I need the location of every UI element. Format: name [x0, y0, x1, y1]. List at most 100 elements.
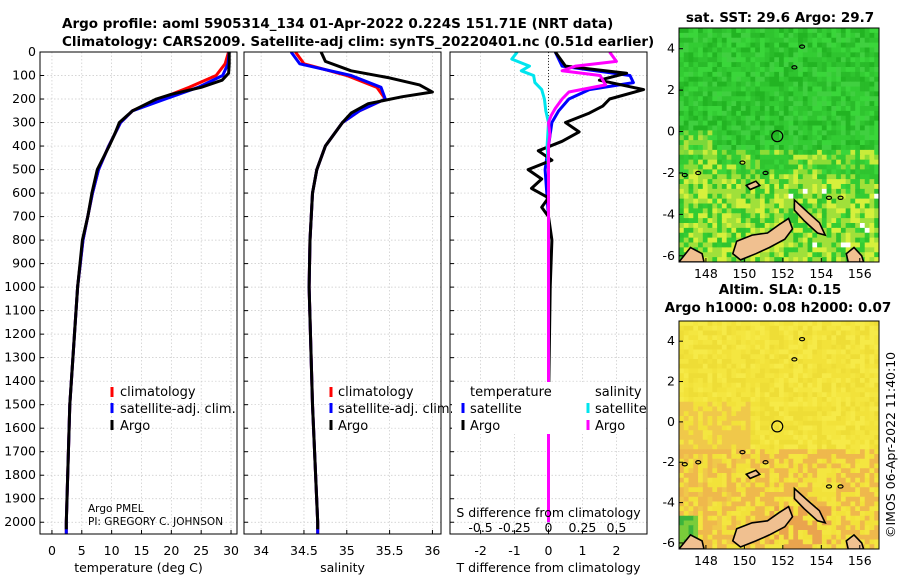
map-cell: [750, 218, 756, 224]
map-cell: [717, 430, 723, 436]
map-cell: [821, 425, 828, 431]
map-cell: [750, 223, 756, 229]
map-cell: [759, 330, 766, 336]
map-cell: [855, 57, 861, 63]
map-cell: [731, 106, 737, 112]
map-cell: [788, 198, 794, 205]
map-cell: [788, 349, 794, 355]
map-cell: [779, 416, 785, 422]
map-cell: [802, 387, 809, 393]
map-cell: [721, 482, 728, 488]
map-cell: [836, 458, 842, 465]
map-cell: [702, 37, 709, 44]
map-cell: [707, 32, 713, 39]
map-cell: [698, 439, 704, 446]
map-cell: [783, 444, 790, 450]
map-cell: [845, 463, 852, 469]
map-cell: [712, 482, 718, 488]
map-cell: [774, 435, 780, 441]
map-cell: [836, 110, 842, 117]
map-cell: [750, 344, 756, 351]
map-cell: [755, 86, 761, 92]
map-land-1: [731, 217, 794, 261]
y-tick-label: 1800: [4, 467, 36, 482]
map-cell: [788, 330, 794, 336]
map-cell: [698, 382, 704, 389]
map-cell: [679, 62, 685, 68]
map-cell: [759, 397, 766, 403]
map-cell: [798, 125, 804, 131]
map-cell: [755, 174, 761, 180]
map-cell: [864, 435, 871, 441]
map-cell: [736, 335, 742, 341]
map-cell: [750, 203, 756, 209]
map-cell: [874, 96, 879, 102]
map-cell: [840, 149, 847, 156]
map-cell: [817, 411, 823, 417]
map-cell: [807, 57, 813, 63]
map-cell: [698, 208, 704, 214]
map-cell: [783, 67, 790, 73]
map-cell: [683, 492, 690, 498]
map-cell: [874, 501, 879, 507]
map-cell: [855, 218, 861, 224]
map-cell: [798, 76, 804, 83]
map-cell: [864, 420, 871, 427]
map-cell: [736, 520, 742, 526]
map-cell: [731, 359, 737, 365]
map-cell: [764, 444, 771, 450]
map-cell: [745, 232, 752, 239]
map-cell: [793, 223, 799, 229]
panel-frame: [39, 51, 238, 535]
map-cell: [698, 506, 704, 512]
map-cell: [831, 32, 837, 39]
map-cell: [698, 188, 704, 195]
map-cell: [788, 67, 794, 73]
map-cell: [774, 482, 780, 488]
map-cell: [874, 47, 879, 53]
map-cell: [707, 223, 713, 229]
map-cell: [688, 335, 694, 341]
map-cell: [817, 458, 823, 465]
map-cell: [802, 237, 809, 244]
map-cell: [774, 62, 780, 68]
map-cell: [712, 213, 718, 219]
map-cell: [855, 32, 861, 39]
map-cell: [802, 164, 809, 170]
map-cell: [755, 125, 761, 131]
map-cell: [769, 401, 775, 408]
map-cell: [802, 62, 809, 68]
map-cell: [712, 193, 718, 200]
map-cell: [859, 477, 866, 484]
map-cell: [831, 257, 837, 262]
map-cell: [798, 37, 804, 44]
map-cell: [793, 392, 799, 398]
map-cell: [717, 28, 723, 34]
map-cell: [769, 397, 775, 403]
map-cell: [759, 401, 766, 408]
map-cell: [821, 344, 828, 351]
map-cell: [788, 492, 794, 498]
map-cell: [769, 71, 775, 78]
map-cell: [693, 203, 699, 209]
map-cell: [698, 86, 704, 92]
map-cell: [698, 477, 704, 484]
map-cell: [831, 335, 837, 341]
map-cell: [874, 411, 879, 417]
map-cell: [779, 468, 785, 474]
map-cell: [845, 425, 852, 431]
map-cell: [850, 378, 856, 384]
map-cell: [721, 534, 728, 541]
map-cell: [874, 91, 879, 97]
map-cell: [869, 515, 875, 522]
map-cell: [812, 237, 818, 244]
map-cell: [869, 477, 875, 484]
map-cell: [874, 458, 879, 465]
map-cell: [845, 344, 852, 351]
map-cell: [702, 416, 709, 422]
map-cell: [702, 101, 709, 107]
map-cell: [874, 530, 879, 536]
map-cell: [798, 321, 804, 327]
map-cell: [779, 110, 785, 117]
map-cell: [859, 252, 866, 258]
